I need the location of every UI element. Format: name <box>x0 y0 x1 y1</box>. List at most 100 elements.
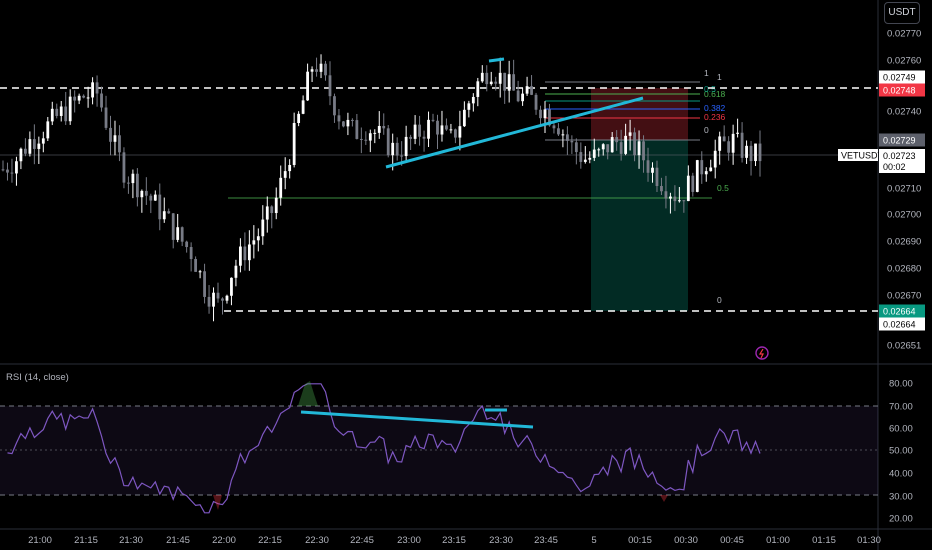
candle-body <box>624 135 628 154</box>
candle-body <box>243 246 247 261</box>
candle-body <box>86 97 90 99</box>
candle-body <box>462 109 466 127</box>
candle-body <box>413 124 417 139</box>
price-tag: 0.02749 <box>883 73 916 83</box>
candle-body <box>109 127 112 142</box>
currency-button[interactable]: USDT <box>884 2 920 24</box>
candle-body <box>646 160 650 173</box>
candle-body <box>642 141 645 161</box>
candle-body <box>100 93 103 108</box>
candle-body <box>700 160 704 175</box>
rsi-divergence-line[interactable] <box>300 410 534 429</box>
candle-body <box>198 271 202 273</box>
candle-body <box>162 211 166 220</box>
candle-body <box>310 69 314 72</box>
candle-body <box>234 265 238 278</box>
time-tick: 00:30 <box>674 535 698 546</box>
candle-body <box>221 298 224 301</box>
fib-retracement-tool[interactable]: 1 0.618 0.5 0.382 0.236 0 <box>545 68 726 141</box>
candle-body <box>382 125 386 129</box>
rsi-tick: 50.00 <box>889 446 913 457</box>
rsi-axis[interactable]: 80.00 70.00 60.00 50.00 40.00 30.00 20.00 <box>889 379 913 525</box>
candle-body <box>557 128 560 135</box>
candle-body <box>261 219 265 237</box>
time-axis[interactable]: 21:00 21:15 21:30 21:45 22:00 22:15 22:30 22:45… <box>28 535 881 546</box>
candle-body <box>427 119 430 139</box>
candle-body <box>158 194 162 220</box>
candle-body <box>46 121 50 139</box>
candle-body <box>494 81 498 84</box>
candle-body <box>422 136 426 139</box>
trendline-ascending[interactable] <box>385 96 644 169</box>
candle-body <box>333 96 336 116</box>
time-tick: 23:00 <box>397 535 421 546</box>
candle-body <box>194 259 198 272</box>
candle-body <box>203 271 206 297</box>
candle-body <box>350 119 354 121</box>
time-tick: 22:45 <box>350 535 374 546</box>
fib2-zero-label: 0 <box>717 295 722 305</box>
price-tick: 0.02710 <box>887 184 921 195</box>
candle-body <box>230 277 233 296</box>
candle-body <box>512 74 516 91</box>
candle-body <box>279 177 283 198</box>
candle-body <box>418 124 421 137</box>
candle-body <box>207 296 211 307</box>
fib-level-0: 0 <box>704 125 709 135</box>
candle-body <box>489 81 493 85</box>
trendline-top-marker[interactable] <box>488 57 505 63</box>
candle-body <box>431 119 435 121</box>
rsi-oversold-fill <box>213 495 668 510</box>
candle-body <box>404 136 408 157</box>
candle-body <box>144 190 148 196</box>
rsi-tick: 60.00 <box>889 424 913 435</box>
candle-body <box>301 100 305 114</box>
candle-body <box>364 139 368 141</box>
candle-body <box>713 150 717 168</box>
time-tick: 21:15 <box>74 535 98 546</box>
candle-body <box>319 63 323 72</box>
candle-body <box>476 81 480 97</box>
time-tick: 01:00 <box>766 535 790 546</box>
candle-body <box>140 190 144 198</box>
candle-body <box>77 95 81 101</box>
candle-body <box>239 246 242 266</box>
candle-body <box>306 71 309 101</box>
candle-body <box>10 172 14 174</box>
candle-body <box>574 142 578 153</box>
candle-body <box>122 152 126 183</box>
candle-body <box>749 145 753 162</box>
time-tick: 21:00 <box>28 535 52 546</box>
candle-body <box>95 82 99 94</box>
candle-body <box>440 125 444 135</box>
time-tick: 00:15 <box>628 535 652 546</box>
time-tick: 01:15 <box>812 535 836 546</box>
candle-body <box>543 109 547 119</box>
candle-body <box>167 211 171 214</box>
candle-body <box>606 144 610 153</box>
candle-body <box>615 137 619 143</box>
price-tag-bg <box>879 83 925 97</box>
price-tick: 0.02760 <box>887 56 921 67</box>
fib2-mid-label: 0.5 <box>717 183 729 193</box>
candle-body <box>686 175 690 202</box>
time-tick: 23:30 <box>489 535 513 546</box>
candle-body <box>324 63 327 76</box>
alert-icon[interactable] <box>755 346 769 360</box>
fib-level-0382: 0.382 <box>704 103 726 113</box>
price-tick: 0.02700 <box>887 210 921 221</box>
candle-body <box>740 132 744 158</box>
candle-body <box>619 142 623 154</box>
candle-body <box>73 96 77 101</box>
fib-level-05: 0.5 <box>704 84 716 94</box>
price-tag: 0.02664 <box>883 320 916 330</box>
candle-body <box>373 132 377 134</box>
candle-body <box>337 115 341 122</box>
candle-body <box>552 125 556 129</box>
price-tick: 0.02670 <box>887 291 921 302</box>
time-tick: 23:45 <box>534 535 558 546</box>
time-tick: 5 <box>591 535 596 546</box>
candle-body <box>516 90 520 102</box>
candle-body <box>328 75 332 97</box>
